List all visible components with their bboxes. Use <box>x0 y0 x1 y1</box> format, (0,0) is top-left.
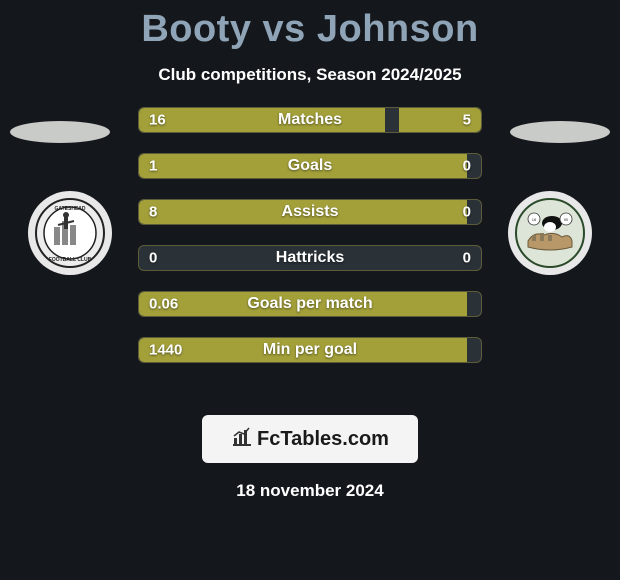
brand-badge: FcTables.com <box>202 415 418 463</box>
stat-fill-left <box>139 108 385 132</box>
stat-value-right: 0 <box>463 204 471 221</box>
stat-label: Goals <box>288 157 332 175</box>
stat-row: 8 Assists 0 <box>138 199 482 225</box>
stat-label: Assists <box>282 203 339 221</box>
stat-label: Goals per match <box>247 295 372 313</box>
stat-row: 16 Matches 5 <box>138 107 482 133</box>
shadow-oval-left <box>10 121 110 143</box>
stat-value-right: 0 <box>463 158 471 175</box>
svg-text:90: 90 <box>564 217 569 222</box>
brand-text: FcTables.com <box>257 428 389 451</box>
chart-icon <box>231 426 253 453</box>
subtitle: Club competitions, Season 2024/2025 <box>0 65 620 85</box>
comparison-area: GATESHEAD FOOTBALL CLUB 18 90 16Matches5… <box>0 107 620 407</box>
club-badge-right: 18 90 <box>508 191 592 275</box>
stat-row: 1440 Min per goal <box>138 337 482 363</box>
stat-label: Matches <box>278 111 342 129</box>
stat-bars: 16 Matches 5 1 Goals 0 8 Assists 0 0 Hattricks 0 0.0… <box>138 107 482 383</box>
stat-value-left: 1440 <box>149 342 182 359</box>
stat-value-left: 0 <box>149 250 157 267</box>
stat-value-left: 0.06 <box>149 296 178 313</box>
shadow-oval-right <box>510 121 610 143</box>
stat-value-right: 5 <box>463 112 471 129</box>
stat-value-right: 0 <box>463 250 471 267</box>
stat-value-left: 8 <box>149 204 157 221</box>
date-label: 18 november 2024 <box>0 481 620 501</box>
stat-label: Hattricks <box>276 249 344 267</box>
stat-value-left: 1 <box>149 158 157 175</box>
gateshead-crest-icon: GATESHEAD FOOTBALL CLUB <box>34 197 106 269</box>
stat-row: 0 Hattricks 0 <box>138 245 482 271</box>
svg-text:18: 18 <box>532 217 537 222</box>
stat-label: Min per goal <box>263 341 357 359</box>
stat-row: 0.06 Goals per match <box>138 291 482 317</box>
svg-text:FOOTBALL CLUB: FOOTBALL CLUB <box>49 257 92 263</box>
page-title: Booty vs Johnson <box>0 0 620 51</box>
stat-value-left: 16 <box>149 112 166 129</box>
svg-text:GATESHEAD: GATESHEAD <box>54 206 85 212</box>
magpie-crest-icon: 18 90 <box>514 197 586 269</box>
stat-row: 1 Goals 0 <box>138 153 482 179</box>
club-badge-left: GATESHEAD FOOTBALL CLUB <box>28 191 112 275</box>
